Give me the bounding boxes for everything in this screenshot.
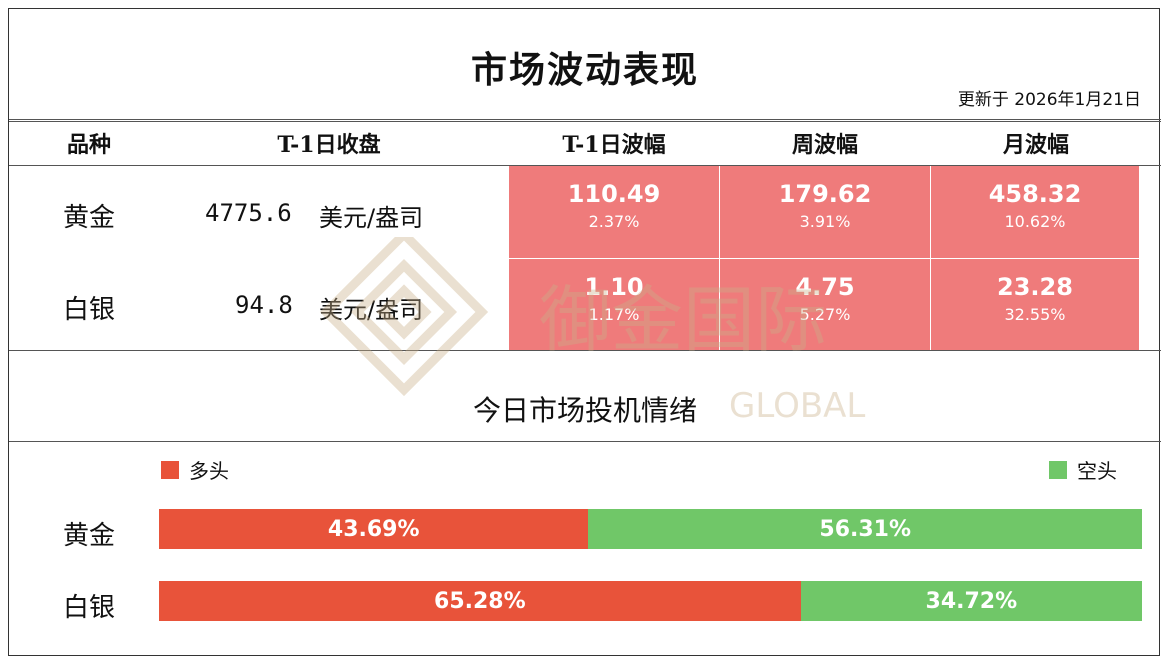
month-range-pct: 32.55% (1004, 305, 1066, 324)
t1-range-value: 1.10 (584, 273, 644, 301)
page-title: 市场波动表现 (470, 49, 699, 91)
col-header-variety: 品种 (66, 132, 111, 158)
week-range-pct: 5.27% (799, 305, 851, 324)
sentiment-bar-gold: 43.69% 56.31% (159, 509, 1142, 549)
legend-long-label: 多头 (189, 459, 229, 483)
col-header-month-range: 月波幅 (1002, 132, 1069, 158)
month-range-value: 458.32 (988, 180, 1082, 208)
sentiment-divider (9, 441, 1161, 442)
t1-range-value: 110.49 (567, 180, 661, 208)
table-bottom-divider (9, 350, 1161, 351)
sentiment-label-silver: 白银 (63, 593, 116, 623)
t1-range-pct: 1.17% (588, 305, 640, 324)
legend-short-label: 空头 (1077, 459, 1117, 483)
short-segment: 34.72% (800, 581, 1142, 621)
short-swatch-icon (1049, 460, 1067, 479)
col-header-week-range: 周波幅 (791, 132, 858, 158)
month-range-cell-gold: 458.32 10.62% (931, 166, 1139, 258)
report-frame: 市场波动表现 更新于 2026年1月21日 品种 T-1日收盘 T-1日波幅 周… (8, 8, 1161, 656)
col-header-t1-range: T-1日波幅 (562, 132, 666, 158)
long-segment: 43.69% (159, 509, 589, 549)
close-value-silver: 94.8 (235, 291, 293, 319)
sentiment-bar-silver: 65.28% 34.72% (159, 581, 1142, 621)
week-range-cell-silver: 4.75 5.27% (720, 259, 930, 350)
month-range-cell-silver: 23.28 32.55% (931, 259, 1139, 350)
column-header-divider (9, 165, 1161, 166)
week-range-pct: 3.91% (799, 212, 851, 231)
week-range-cell-gold: 179.62 3.91% (720, 166, 930, 258)
t1-range-cell-gold: 110.49 2.37% (509, 166, 719, 258)
header-divider (9, 119, 1161, 122)
close-unit-silver: 美元/盎司 (319, 296, 424, 324)
long-segment: 65.28% (159, 581, 801, 621)
month-range-pct: 10.62% (1004, 212, 1066, 231)
sentiment-title: 今日市场投机情绪 (472, 394, 697, 427)
close-value-gold: 4775.6 (205, 199, 292, 227)
short-segment: 56.31% (588, 509, 1142, 549)
close-unit-gold: 美元/盎司 (319, 204, 424, 232)
t1-range-cell-silver: 1.10 1.17% (509, 259, 719, 350)
week-range-value: 4.75 (795, 273, 855, 301)
t1-range-pct: 2.37% (588, 212, 640, 231)
row-label-gold: 黄金 (63, 203, 116, 233)
col-header-close: T-1日收盘 (277, 132, 381, 158)
legend-short: 空头 (1049, 455, 1117, 484)
month-range-value: 23.28 (997, 273, 1073, 301)
week-range-value: 179.62 (778, 180, 872, 208)
long-swatch-icon (161, 460, 179, 479)
sentiment-label-gold: 黄金 (63, 521, 116, 551)
row-label-silver: 白银 (63, 295, 116, 325)
legend-long: 多头 (161, 455, 229, 484)
update-date: 更新于 2026年1月21日 (957, 90, 1141, 110)
